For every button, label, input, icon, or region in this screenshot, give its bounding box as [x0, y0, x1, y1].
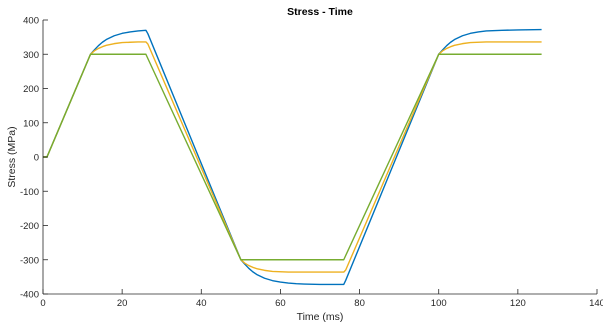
ticks-layer: 0 20 40 60 80 100 120 140 -400 -300 -200 -100 0 100 20…: [20, 16, 603, 310]
y-tick-label: 100: [23, 118, 39, 129]
x-tick-label: 80: [354, 298, 365, 309]
y-axis-label: Stress (MPa): [6, 126, 18, 187]
x-tick-label: 20: [117, 298, 128, 309]
series-layer: [43, 28, 542, 286]
y-tick-label: 300: [23, 50, 39, 61]
x-tick-label: 140: [589, 298, 603, 309]
x-tick-label: 40: [196, 298, 207, 309]
x-tick-label: 120: [510, 298, 526, 309]
y-tick-label: -200: [20, 221, 39, 232]
y-tick-label: -100: [20, 187, 39, 198]
x-tick-label: 100: [431, 298, 447, 309]
y-tick-label: -400: [20, 290, 39, 301]
x-tick-label: 0: [40, 298, 45, 309]
y-tick-label: 200: [23, 84, 39, 95]
series-line-2: [43, 41, 542, 273]
series-line-3: [43, 53, 542, 261]
x-axis-label: Time (ms): [297, 311, 344, 323]
x-tick-label: 60: [275, 298, 286, 309]
y-tick-label: 0: [34, 153, 39, 164]
y-tick-label: 400: [23, 16, 39, 27]
series-line-1: [43, 28, 542, 286]
chart-title: Stress - Time: [287, 6, 353, 18]
y-tick-label: -300: [20, 255, 39, 266]
